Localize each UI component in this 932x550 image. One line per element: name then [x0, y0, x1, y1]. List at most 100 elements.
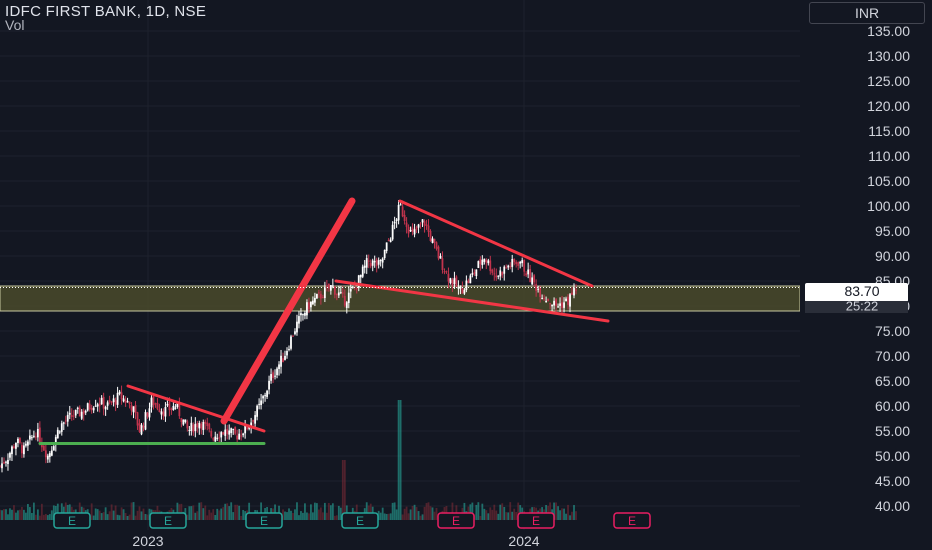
candle-body	[323, 287, 326, 299]
volume-bar	[110, 504, 113, 520]
volume-bar	[56, 503, 59, 520]
candle-body	[461, 287, 464, 294]
candle-body	[385, 242, 388, 252]
volume-bar	[128, 514, 131, 520]
volume-bar	[0, 509, 1, 520]
candle-body	[74, 409, 77, 416]
candle-body	[286, 351, 288, 356]
volume-bar	[341, 460, 344, 520]
candle-body	[144, 411, 147, 430]
volume-bar	[206, 515, 209, 520]
earnings-badge: E	[341, 512, 379, 529]
volume-bar	[415, 507, 418, 520]
volume-bar	[186, 514, 189, 520]
candle-body	[186, 421, 189, 429]
volume-bar	[15, 512, 17, 520]
candle-body	[182, 419, 185, 425]
candle-body	[290, 336, 292, 349]
volume-bar	[499, 504, 502, 520]
earnings-badge-label: E	[628, 514, 636, 528]
candle-body	[451, 279, 454, 286]
volume-bar	[248, 502, 251, 520]
volume-bar	[104, 507, 107, 520]
volume-bar	[493, 504, 496, 520]
currency-button[interactable]: INR	[809, 2, 925, 24]
candle-body	[120, 392, 123, 400]
candle-body	[242, 433, 245, 436]
candle-body	[90, 408, 93, 410]
candle-body	[106, 402, 109, 406]
trendline-impulse-arrow	[220, 197, 356, 425]
candle-body	[507, 265, 510, 268]
candle-body	[429, 231, 432, 241]
volume-bar	[491, 509, 494, 520]
candle-body	[481, 259, 484, 266]
volume-bar	[302, 512, 304, 520]
candle-body	[284, 355, 286, 360]
candle-body	[337, 292, 340, 296]
earnings-badge-box	[245, 512, 283, 529]
candle-body	[202, 421, 205, 431]
volume-bar	[220, 508, 223, 520]
candle-body	[280, 355, 282, 367]
price-tick-label: 95.00	[875, 223, 910, 239]
volume-bar	[433, 511, 436, 520]
volume-bar	[114, 505, 117, 520]
volume-bar	[495, 510, 498, 520]
candle-body	[331, 285, 334, 287]
candle-body	[268, 380, 270, 390]
earnings-badge-box	[341, 512, 379, 529]
candle-body	[435, 242, 438, 249]
candle-body	[28, 435, 31, 440]
candle-body	[485, 259, 488, 263]
earnings-badge-label: E	[356, 514, 364, 528]
volume-bar	[3, 509, 5, 520]
volume-bar	[68, 504, 71, 520]
candle-body	[529, 269, 532, 283]
candle-body	[276, 368, 278, 376]
candle-body	[433, 238, 436, 243]
candle-body	[501, 272, 504, 276]
volume-bar	[1, 510, 3, 520]
candle-body	[531, 277, 534, 285]
volume-bar	[5, 509, 7, 520]
candle-body	[465, 280, 468, 290]
price-tick-label: 75.00	[875, 323, 910, 339]
price-tick-label: 105.00	[867, 173, 910, 189]
candle-body	[349, 288, 352, 292]
candle-body	[68, 412, 71, 415]
candle-body	[252, 420, 255, 422]
candle-body	[116, 392, 119, 405]
candle-body	[359, 274, 362, 278]
candle-body	[437, 246, 440, 259]
candles	[0, 200, 577, 473]
trendline-early-resistance	[126, 384, 266, 433]
candle-body	[146, 412, 149, 417]
candle-body	[547, 298, 549, 302]
candle-body	[270, 374, 272, 381]
volume-bar	[38, 515, 41, 520]
candle-body	[78, 407, 81, 417]
price-tick-label: 100.00	[867, 198, 910, 214]
candle-body	[228, 430, 231, 435]
candle-body	[463, 289, 466, 294]
volume-bar	[471, 502, 474, 520]
volume-bar	[423, 506, 426, 520]
candle-body	[154, 403, 157, 405]
candle-body	[455, 276, 458, 287]
candle-body	[282, 358, 284, 363]
candle-body	[375, 259, 378, 267]
candle-body	[122, 398, 125, 402]
candle-body	[335, 293, 338, 295]
candle-body	[411, 227, 414, 232]
price-tick-label: 40.00	[875, 498, 910, 514]
candle-body	[5, 461, 7, 463]
volume-bar	[19, 509, 21, 520]
candle-body	[220, 432, 223, 438]
candle-body	[571, 292, 573, 295]
volume-bar	[120, 507, 123, 520]
volume-bar	[503, 506, 506, 520]
volume-bar	[323, 502, 326, 520]
